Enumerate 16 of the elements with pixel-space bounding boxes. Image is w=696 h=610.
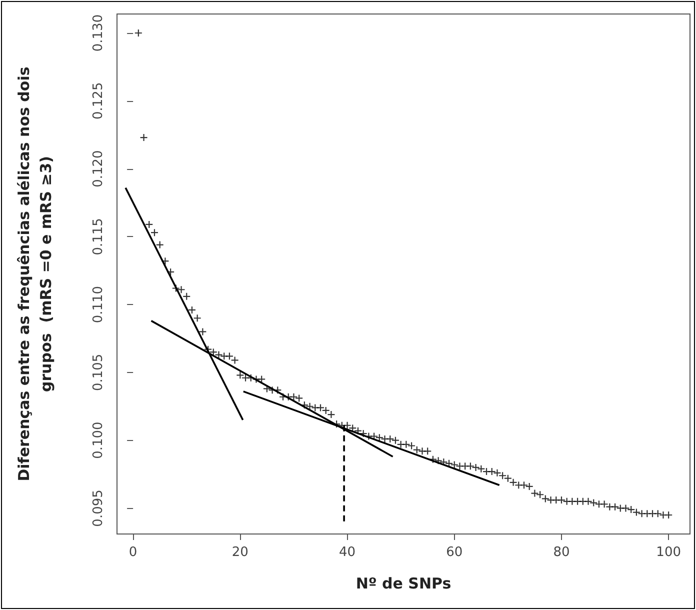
y-tick-label: 0.100 bbox=[91, 422, 106, 459]
y-tick-label: 0.120 bbox=[91, 150, 106, 188]
x-tick-label: 0 bbox=[128, 545, 138, 560]
y-tick-label: 0.125 bbox=[91, 82, 106, 120]
y-tick-label: 0.130 bbox=[91, 14, 106, 52]
x-tick-label: 100 bbox=[656, 545, 681, 560]
y-axis-title: Diferenças entre as frequências alélicas nos dois grupos (mRS =0 e mRS ≥3) bbox=[15, 66, 55, 482]
x-tick-label: 80 bbox=[553, 545, 570, 560]
y-tick-label: 0.105 bbox=[91, 354, 106, 392]
x-tick-label: 60 bbox=[446, 545, 463, 560]
y-tick-label: 0.095 bbox=[91, 490, 106, 527]
x-axis-title: Nº de SNPs bbox=[356, 574, 452, 592]
x-tick-label: 40 bbox=[339, 545, 356, 560]
x-tick-label: 20 bbox=[232, 545, 248, 560]
y-tick-label: 0.115 bbox=[91, 218, 106, 256]
y-tick-label: 0.110 bbox=[91, 286, 106, 324]
